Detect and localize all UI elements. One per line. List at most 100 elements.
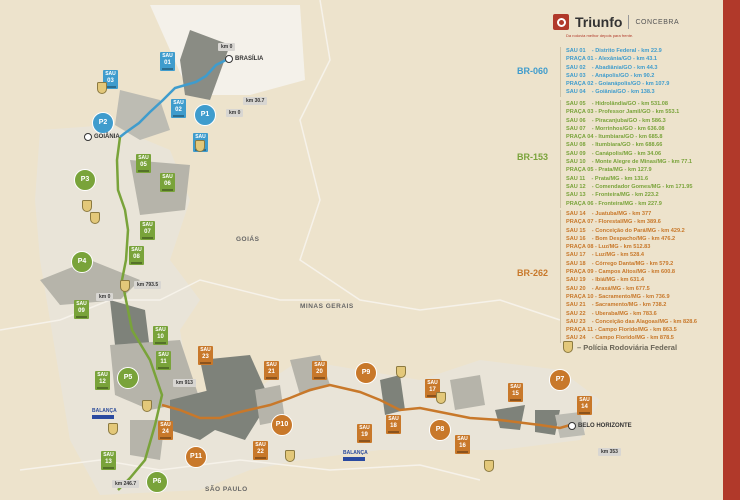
route-br153 (115, 136, 164, 491)
sau-prefix: SAU (131, 247, 142, 253)
weigh-station-km-bar (343, 457, 365, 461)
sau-marker[interactable]: SAU 01 (160, 52, 175, 71)
legend-road-label: BR-153 (517, 152, 549, 162)
legend-entry: SAU 07 - Morrinhos/GO - km 636.08 (566, 125, 665, 132)
sau-marker[interactable]: SAU 21 (264, 361, 279, 380)
legend-entry: SAU 08 - Itumbiara/GO - km 688.66 (566, 142, 663, 149)
legend-entry: SAU 03 - Anápolis/GO - km 90.2 (566, 72, 655, 79)
legend-entry: SAU 15 - Conceição do Pará/MG - km 429.2 (566, 227, 685, 234)
sau-marker[interactable]: SAU 12 (95, 371, 110, 390)
sau-marker[interactable]: SAU 11 (156, 351, 171, 370)
sau-number: 07 (144, 229, 151, 235)
sau-number: 03 (107, 78, 114, 84)
city-goiania: GOIÂNIA (84, 133, 120, 141)
legend-entry: SAU 23 - Conceição das Alagoas/MG - km 8… (566, 318, 697, 325)
sau-number: 12 (99, 379, 106, 385)
legend-entry: PRAÇA 07 - Florestal/MG - km 389.6 (566, 219, 661, 226)
legend-entry: SAU 11 - Prata/MG - km 131.6 (566, 175, 649, 182)
sau-marker[interactable]: SAU 07 (140, 221, 155, 240)
km-bar (427, 395, 438, 397)
toll-plaza-marker[interactable]: P2 (92, 112, 114, 134)
sau-marker[interactable]: SAU 05 (136, 154, 151, 173)
toll-plaza-marker[interactable]: P8 (429, 419, 451, 441)
police-shield-icon (90, 212, 100, 224)
sau-marker[interactable]: SAU 19 (357, 424, 372, 443)
legend-entry: SAU 06 - Piracanjuba/GO - km 586.3 (566, 117, 666, 124)
sau-marker[interactable]: SAU 14 (577, 396, 592, 415)
city-label: GOIÂNIA (94, 134, 120, 140)
toll-plaza-marker[interactable]: P6 (146, 471, 168, 493)
plaza-number: P6 (152, 478, 162, 485)
legend-section: SAU 14 - Juatuba/MG - km 377 PRAÇA 07 - F… (560, 210, 697, 343)
sau-number: 06 (164, 181, 171, 187)
sau-marker[interactable]: SAU 24 (158, 421, 173, 440)
city-marker-icon (225, 55, 233, 63)
city-label: BRASÍLIA (235, 56, 264, 62)
km-bar (155, 342, 166, 344)
toll-plaza-marker[interactable]: P1 (194, 104, 216, 126)
sau-marker[interactable]: SAU 15 (508, 383, 523, 402)
sau-marker[interactable]: SAU 10 (153, 326, 168, 345)
sau-marker[interactable]: SAU 18 (386, 415, 401, 434)
sau-prefix: SAU (162, 174, 173, 180)
sau-marker[interactable]: SAU 16 (455, 435, 470, 454)
sau-marker[interactable]: SAU 23 (198, 346, 213, 365)
km-bar (579, 412, 590, 414)
police-shield-icon (563, 341, 573, 353)
plaza-number: P7 (555, 376, 565, 383)
toll-plaza-marker[interactable]: P5 (117, 367, 139, 389)
sau-marker[interactable]: SAU 08 (129, 246, 144, 265)
brand-tagline: Da rodovia melhor depois para frente. (566, 33, 634, 38)
legend-entry: PRAÇA 05 - Prata/MG - km 127.9 (566, 167, 652, 174)
sau-marker[interactable]: SAU 09 (74, 300, 89, 319)
toll-plaza-marker[interactable]: P7 (549, 369, 571, 391)
toll-plaza-marker[interactable]: P11 (185, 446, 207, 468)
toll-plaza-marker[interactable]: P3 (74, 169, 96, 191)
sau-number: 16 (459, 443, 466, 449)
state-label-minas-gerais: MINAS GERAIS (300, 303, 354, 310)
toll-plaza-marker[interactable]: P9 (355, 362, 377, 384)
police-shield-icon (142, 400, 152, 412)
police-shield-icon (120, 280, 130, 292)
km-marker: km 246.7 (112, 480, 140, 488)
plaza-number: P3 (80, 176, 90, 183)
sau-marker[interactable]: SAU 20 (312, 361, 327, 380)
sau-prefix: SAU (105, 71, 116, 77)
sau-number: 18 (390, 423, 397, 429)
plaza-number: P5 (123, 374, 133, 381)
km-marker: km 30.7 (243, 97, 268, 105)
legend-entry: SAU 09 - Canápolis/MG - km 34.06 (566, 150, 662, 157)
weigh-station-marker[interactable]: BALANÇA (92, 408, 117, 419)
km-bar (131, 262, 142, 264)
sau-prefix: SAU (173, 100, 184, 106)
km-marker: km 0 (226, 109, 244, 117)
km-bar (266, 377, 277, 379)
plaza-number: P4 (77, 258, 87, 265)
sau-marker[interactable]: SAU 22 (253, 441, 268, 460)
sau-marker[interactable]: SAU 13 (101, 451, 116, 470)
legend-entry: SAU 16 - Bom Despacho/MG - km 476.2 (566, 235, 676, 242)
plaza-number: P11 (189, 453, 203, 460)
triunfo-logo-icon (553, 14, 569, 30)
state-borders (0, 0, 561, 481)
legend-entry: PRAÇA 06 - Fronteira/MG - km 227.9 (566, 200, 662, 207)
toll-plaza-marker[interactable]: P4 (71, 251, 93, 273)
sau-number: 09 (78, 308, 85, 314)
plaza-number: P9 (361, 369, 371, 376)
plaza-number: P10 (275, 421, 289, 428)
sau-prefix: SAU (266, 362, 277, 368)
km-bar (200, 362, 211, 364)
km-bar (160, 437, 171, 439)
plaza-number: P1 (200, 111, 210, 118)
sau-number: 23 (202, 354, 209, 360)
weigh-station-marker[interactable]: BALANÇA (343, 450, 368, 461)
brand-logo: Triunfo CONCEBRA (553, 14, 679, 30)
sau-number: 22 (257, 449, 264, 455)
legend-entry: SAU 17 - Luz/MG - km 528.4 (566, 252, 645, 259)
toll-plaza-marker[interactable]: P10 (271, 414, 293, 436)
sau-marker[interactable]: SAU 02 (171, 99, 186, 118)
km-bar (510, 399, 521, 401)
sau-marker[interactable]: SAU 06 (160, 173, 175, 192)
km-bar (162, 68, 173, 70)
